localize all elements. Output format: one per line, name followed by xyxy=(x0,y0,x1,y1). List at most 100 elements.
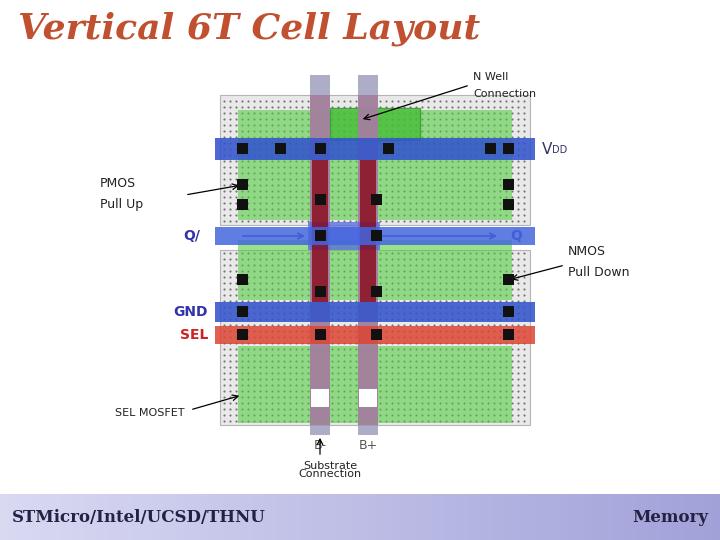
Bar xyxy=(396,494,403,540)
Bar xyxy=(684,494,691,540)
Bar xyxy=(618,494,625,540)
Text: Memory: Memory xyxy=(632,509,708,525)
Bar xyxy=(420,494,427,540)
Bar xyxy=(168,494,175,540)
Text: Connection: Connection xyxy=(298,469,361,479)
Bar xyxy=(654,494,661,540)
Text: Q: Q xyxy=(510,229,522,243)
Bar xyxy=(237,329,248,340)
Bar xyxy=(324,494,331,540)
Bar xyxy=(108,494,115,540)
Bar xyxy=(690,494,697,540)
Bar xyxy=(162,494,169,540)
Text: PMOS: PMOS xyxy=(100,177,136,190)
Bar xyxy=(237,143,248,154)
Bar xyxy=(414,494,421,540)
Bar xyxy=(612,494,619,540)
Bar xyxy=(238,240,512,300)
Bar xyxy=(510,494,517,540)
Bar xyxy=(672,494,679,540)
Bar xyxy=(714,494,720,540)
Bar xyxy=(648,494,655,540)
Bar xyxy=(204,494,211,540)
Bar xyxy=(237,306,248,317)
Bar xyxy=(468,494,475,540)
Text: SEL: SEL xyxy=(179,328,208,342)
Bar xyxy=(48,494,55,540)
Bar xyxy=(215,138,535,160)
Bar xyxy=(60,494,67,540)
Text: DD: DD xyxy=(552,145,567,155)
Text: NMOS: NMOS xyxy=(568,245,606,258)
Bar xyxy=(444,494,451,540)
Bar xyxy=(503,143,514,154)
Text: Vertical 6T Cell Layout: Vertical 6T Cell Layout xyxy=(18,12,480,46)
Bar xyxy=(315,329,326,340)
Bar xyxy=(696,494,703,540)
Bar xyxy=(474,494,481,540)
Bar xyxy=(78,494,85,540)
Bar xyxy=(18,494,25,540)
Bar xyxy=(336,494,343,540)
Text: Substrate: Substrate xyxy=(303,461,357,471)
Bar xyxy=(312,494,319,540)
Bar xyxy=(252,494,259,540)
Bar xyxy=(503,329,514,340)
Bar xyxy=(498,494,505,540)
Bar xyxy=(366,494,373,540)
Bar xyxy=(156,494,163,540)
Bar xyxy=(222,494,229,540)
Bar xyxy=(600,494,607,540)
Bar xyxy=(522,494,529,540)
Bar xyxy=(318,494,325,540)
Bar xyxy=(258,494,265,540)
Bar xyxy=(438,494,445,540)
Bar xyxy=(72,494,79,540)
Bar xyxy=(42,494,49,540)
Bar xyxy=(450,494,457,540)
Bar xyxy=(564,494,571,540)
Bar xyxy=(198,494,205,540)
Bar xyxy=(120,494,127,540)
Bar xyxy=(12,494,19,540)
Bar xyxy=(144,494,151,540)
Bar xyxy=(237,274,248,285)
Bar xyxy=(246,494,253,540)
Bar xyxy=(383,143,394,154)
Bar xyxy=(540,494,547,540)
Bar xyxy=(330,108,420,140)
Bar xyxy=(220,250,530,425)
Bar xyxy=(503,306,514,317)
Bar xyxy=(132,494,139,540)
Bar xyxy=(210,494,217,540)
Bar xyxy=(576,494,583,540)
Text: Pull Down: Pull Down xyxy=(568,266,629,279)
Bar xyxy=(180,494,187,540)
Bar xyxy=(666,494,673,540)
Bar xyxy=(288,494,295,540)
Bar xyxy=(456,494,463,540)
Bar xyxy=(240,494,247,540)
Text: Pull Up: Pull Up xyxy=(100,198,143,211)
Bar xyxy=(237,199,248,210)
Bar xyxy=(630,494,637,540)
Bar xyxy=(558,494,565,540)
Text: B-: B- xyxy=(313,439,327,452)
Bar xyxy=(552,494,559,540)
Bar xyxy=(354,494,361,540)
Bar xyxy=(636,494,643,540)
Bar xyxy=(237,179,248,190)
Bar xyxy=(6,494,13,540)
Bar xyxy=(270,494,277,540)
Bar xyxy=(24,494,31,540)
Bar xyxy=(84,494,91,540)
Bar xyxy=(528,494,535,540)
Bar xyxy=(534,494,541,540)
Bar xyxy=(192,494,199,540)
Bar xyxy=(371,286,382,297)
Bar xyxy=(402,494,409,540)
Bar xyxy=(708,494,715,540)
Bar xyxy=(642,494,649,540)
Bar xyxy=(516,494,523,540)
Bar xyxy=(390,494,397,540)
